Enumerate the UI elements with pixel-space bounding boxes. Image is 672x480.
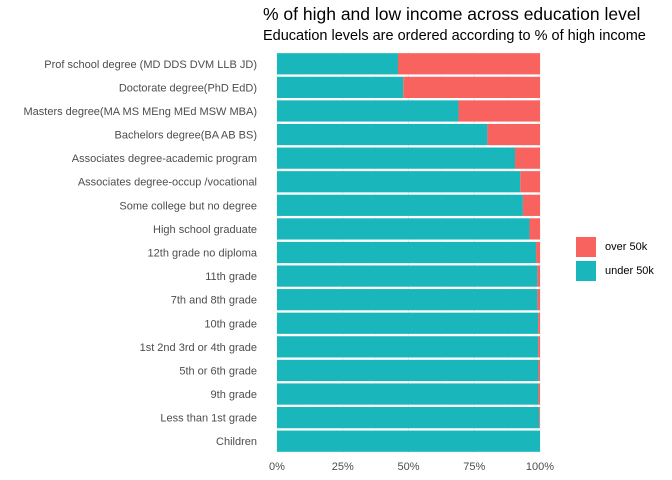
bar-over-50k bbox=[537, 265, 540, 287]
bar-over-50k bbox=[538, 312, 540, 334]
y-tick-label: High school graduate bbox=[153, 224, 257, 236]
y-tick-label: Prof school degree (MD DDS DVM LLB JD) bbox=[44, 59, 257, 71]
bar-over-50k bbox=[538, 336, 540, 358]
y-tick-label: 7th and 8th grade bbox=[171, 295, 257, 307]
legend-swatch-over-50k bbox=[576, 237, 596, 257]
y-tick-label: 5th or 6th grade bbox=[179, 365, 257, 377]
y-tick-label: Doctorate degree(PhD EdD) bbox=[119, 82, 257, 94]
bar-over-50k bbox=[538, 383, 540, 405]
bar-over-50k bbox=[403, 76, 540, 98]
bar-over-50k bbox=[536, 241, 540, 264]
bar-under-50k bbox=[277, 123, 488, 146]
bar-over-50k bbox=[538, 359, 540, 382]
bar-under-50k bbox=[277, 289, 538, 311]
bar-under-50k bbox=[277, 265, 538, 287]
bar-under-50k bbox=[277, 241, 537, 264]
bar-over-50k bbox=[537, 289, 540, 311]
y-tick-label: Associates degree-academic program bbox=[72, 153, 257, 165]
y-tick-label: Some college but no degree bbox=[119, 200, 257, 212]
y-tick-label: Bachelors degree(BA AB BS) bbox=[115, 130, 257, 142]
bar-under-50k bbox=[277, 218, 530, 240]
bar-under-50k bbox=[277, 194, 523, 216]
bar-over-50k bbox=[515, 147, 540, 169]
bar-over-50k bbox=[458, 100, 540, 122]
bar-under-50k bbox=[277, 383, 539, 405]
bar-over-50k bbox=[522, 194, 540, 216]
bar-over-50k bbox=[529, 218, 540, 240]
y-tick-label: Masters degree(MA MS MEng MEd MSW MBA) bbox=[24, 106, 258, 118]
legend-label-under-50k: under 50k bbox=[605, 265, 654, 277]
bar-under-50k bbox=[277, 53, 398, 75]
y-tick-label: 10th grade bbox=[204, 318, 257, 330]
x-tick-label: 100% bbox=[526, 461, 554, 473]
bar-under-50k bbox=[277, 76, 404, 98]
x-tick-label: 75% bbox=[463, 461, 485, 473]
y-tick-label: Children bbox=[216, 436, 257, 448]
bar-under-50k bbox=[277, 359, 539, 382]
x-tick-label: 25% bbox=[332, 461, 354, 473]
y-tick-label: 11th grade bbox=[205, 271, 257, 283]
bar-over-50k bbox=[520, 171, 540, 193]
chart-title: % of high and low income across educatio… bbox=[263, 4, 641, 24]
y-tick-label: Less than 1st grade bbox=[160, 413, 257, 425]
bar-under-50k bbox=[277, 312, 539, 334]
bar-under-50k bbox=[277, 407, 540, 429]
y-tick-label: 1st 2nd 3rd or 4th grade bbox=[140, 342, 257, 354]
legend: over 50k under 50k bbox=[576, 235, 654, 283]
legend-item-under-50k: under 50k bbox=[576, 259, 654, 283]
y-tick-label: 9th grade bbox=[211, 389, 257, 401]
legend-item-over-50k: over 50k bbox=[576, 235, 654, 259]
bar-under-50k bbox=[277, 147, 516, 169]
bar-under-50k bbox=[277, 336, 539, 358]
legend-label-over-50k: over 50k bbox=[605, 241, 648, 253]
x-tick-label: 50% bbox=[397, 461, 419, 473]
bar-over-50k bbox=[487, 123, 540, 146]
legend-swatch-under-50k bbox=[576, 261, 596, 281]
bar-under-50k bbox=[277, 171, 521, 193]
chart-subtitle: Education levels are ordered according t… bbox=[263, 28, 646, 44]
bar-over-50k bbox=[539, 407, 540, 429]
y-tick-label: 12th grade no diploma bbox=[148, 248, 258, 260]
bar-under-50k bbox=[277, 100, 459, 122]
bar-under-50k bbox=[277, 430, 540, 452]
y-tick-label: Associates degree-occup /vocational bbox=[78, 177, 257, 189]
bar-over-50k bbox=[397, 53, 540, 75]
x-tick-label: 0% bbox=[269, 461, 285, 473]
